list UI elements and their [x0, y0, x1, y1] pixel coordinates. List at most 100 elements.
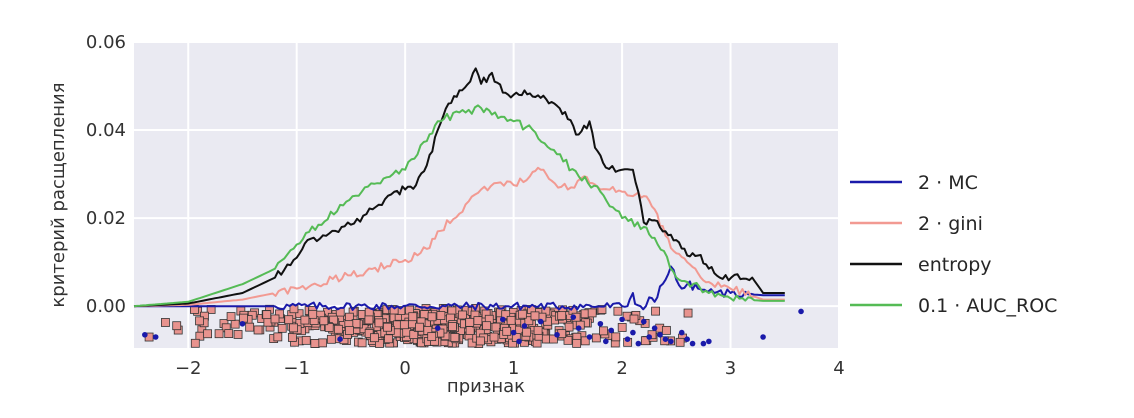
- legend-label-0: 2 · MC: [918, 172, 978, 194]
- class-a-point: [465, 317, 475, 327]
- class-a-point: [262, 310, 272, 320]
- class-b-point: [640, 318, 647, 325]
- class-a-point: [333, 324, 343, 334]
- class-a-point: [591, 333, 601, 343]
- class-a-point: [253, 325, 263, 335]
- class-a-point: [448, 322, 457, 331]
- class-a-point: [427, 312, 437, 322]
- class-b-point: [586, 334, 593, 340]
- y-tick-label: 0.06: [86, 32, 126, 53]
- legend-label-2: entropy: [918, 254, 992, 276]
- class-b-point: [635, 340, 642, 347]
- class-b-point: [651, 325, 658, 331]
- legend-label-3: 0.1 · AUC_ROC: [918, 295, 1057, 317]
- class-a-point: [613, 306, 623, 316]
- class-a-point: [389, 305, 399, 315]
- class-a-point: [284, 315, 294, 325]
- series-line-1: [133, 166, 785, 308]
- class-a-point: [233, 330, 243, 339]
- class-b-point: [554, 331, 560, 338]
- class-a-point: [270, 314, 280, 324]
- class-a-point: [683, 308, 693, 318]
- class-a-point: [275, 309, 284, 319]
- legend-label-1: 2 · gini: [918, 213, 983, 235]
- class-a-point: [375, 339, 384, 348]
- class-b-point: [510, 329, 517, 336]
- class-a-point: [427, 332, 437, 342]
- class-b-point: [700, 340, 707, 347]
- class-a-point: [370, 333, 379, 343]
- class-a-point: [308, 309, 318, 319]
- class-a-point: [230, 319, 240, 329]
- class-a-point: [319, 316, 329, 326]
- class-b-point: [646, 334, 652, 340]
- class-a-point: [415, 322, 424, 332]
- class-b-point: [662, 336, 669, 342]
- class-b-point: [798, 308, 804, 315]
- class-a-point: [489, 332, 499, 342]
- class-a-point: [476, 336, 485, 346]
- y-tick-label: 0.02: [86, 208, 126, 229]
- class-a-point: [502, 326, 512, 336]
- class-b-point: [521, 323, 528, 329]
- class-a-point: [473, 316, 483, 326]
- class-b-point: [434, 325, 441, 331]
- class-a-point: [458, 310, 467, 320]
- class-a-point: [195, 316, 204, 326]
- class-b-point: [608, 327, 615, 334]
- class-a-point: [384, 334, 393, 344]
- class-a-point: [374, 318, 384, 328]
- y-tick-label: 0.00: [86, 296, 126, 317]
- x-tick-label: 3: [725, 358, 736, 379]
- y-tick-label: 0.04: [86, 120, 126, 141]
- class-a-point: [190, 338, 200, 348]
- class-b-point: [537, 318, 544, 325]
- class-a-point: [572, 338, 582, 348]
- x-tick-label: 1: [508, 358, 519, 379]
- class-b-point: [706, 338, 712, 345]
- class-a-point: [214, 329, 224, 339]
- class-a-point: [300, 315, 310, 325]
- class-a-point: [599, 326, 608, 336]
- class-a-point: [364, 315, 374, 325]
- class-b-point: [597, 320, 604, 327]
- class-a-point: [409, 330, 419, 339]
- class-a-point: [345, 326, 354, 335]
- class-a-point: [277, 323, 287, 333]
- class-b-point: [142, 331, 148, 338]
- class-a-point: [450, 333, 460, 342]
- legend: 2 · MC 2 · gini entropy 0.1 · AUC_ROC: [850, 172, 1057, 317]
- class-a-point: [273, 332, 283, 342]
- class-a-point: [226, 312, 236, 321]
- class-b-point: [760, 334, 766, 340]
- class-a-point: [651, 306, 660, 316]
- class-b-point: [152, 334, 159, 340]
- y-tick-labels: 0.00 0.02 0.04 0.06: [86, 32, 126, 317]
- x-tick-label: −2: [175, 358, 202, 379]
- class-a-point: [530, 311, 540, 321]
- class-a-point: [482, 321, 491, 331]
- class-b-point: [575, 325, 582, 331]
- class-a-point: [408, 312, 418, 322]
- plot-background: [134, 42, 839, 348]
- class-a-point: [357, 338, 367, 348]
- class-b-point: [668, 338, 674, 345]
- class-a-point: [310, 339, 320, 348]
- class-a-point: [617, 323, 627, 332]
- class-a-point: [506, 315, 516, 325]
- class-b-point: [689, 340, 696, 347]
- class-b-point: [570, 314, 577, 320]
- class-a-point: [675, 337, 685, 347]
- x-tick-label: 0: [399, 358, 410, 379]
- class-a-point: [172, 321, 182, 331]
- class-a-point: [517, 309, 527, 319]
- class-b-point: [619, 316, 625, 323]
- class-b-point: [657, 331, 663, 338]
- class-a-point: [326, 334, 336, 344]
- class-a-point: [662, 325, 671, 335]
- class-a-point: [564, 322, 574, 332]
- class-a-point: [287, 333, 297, 342]
- class-a-point: [289, 323, 298, 333]
- series-lines: [133, 67, 785, 311]
